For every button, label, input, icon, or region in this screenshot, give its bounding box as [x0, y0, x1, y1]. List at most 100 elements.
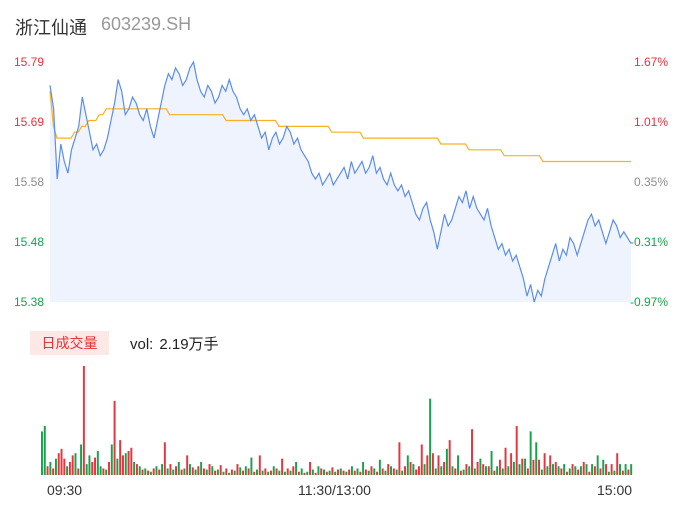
volume-bar [390, 466, 393, 475]
volume-bar [624, 464, 627, 475]
volume-bar [448, 440, 451, 475]
volume-bar [130, 447, 133, 475]
volume-bar [524, 458, 527, 475]
volume-bar [186, 455, 189, 475]
volume-bar [392, 468, 395, 475]
volume-bar [557, 466, 560, 475]
volume-bar [230, 469, 233, 475]
volume-bar [306, 471, 309, 475]
daily-volume-tab[interactable]: 日成交量 [30, 331, 109, 355]
y-tick-right: 1.01% [633, 115, 668, 129]
volume-bar [462, 469, 465, 475]
volume-bar [205, 469, 208, 475]
volume-bar [476, 461, 479, 475]
volume-bar [359, 471, 362, 475]
y-tick-right: 0.35% [633, 175, 668, 189]
volume-bar [593, 466, 596, 475]
volume-bar [189, 464, 191, 475]
volume-bar [429, 398, 432, 475]
volume-bar [423, 464, 426, 475]
volume-readout: vol: 2.19万手 [130, 333, 219, 354]
volume-bar [272, 466, 275, 475]
volume-bar [113, 400, 116, 475]
volume-bar [71, 455, 74, 475]
volume-bar [320, 468, 323, 475]
volume-bar [99, 466, 102, 475]
volume-bar [552, 464, 554, 475]
volume-bar [417, 466, 420, 475]
volume-bar [60, 448, 63, 475]
volume-bar [565, 471, 568, 475]
volume-bar [395, 469, 398, 475]
volume-bar [437, 455, 440, 475]
volume-bar [512, 461, 515, 475]
volume-bar [507, 466, 510, 475]
volume-bar [571, 464, 574, 475]
volume-bar [381, 468, 384, 475]
volume-bar [278, 470, 281, 475]
volume-bar [577, 469, 580, 475]
y-tick-left: 15.58 [14, 175, 45, 189]
volume-bar [236, 464, 239, 475]
volume-bar [219, 465, 222, 475]
volume-bar [74, 453, 77, 475]
volume-bar [94, 457, 97, 475]
x-tick-label: 11:30/13:00 [298, 482, 371, 498]
volume-bar [526, 468, 529, 475]
volume-bar [409, 461, 412, 475]
y-tick-left: 15.79 [14, 55, 45, 69]
volume-bar [68, 461, 71, 475]
volume-bar [457, 455, 460, 475]
volume-bar [532, 459, 535, 475]
y-tick-right: -0.31% [629, 235, 668, 249]
volume-bar [194, 469, 197, 475]
volume-bar [546, 466, 549, 475]
volume-bar [404, 466, 406, 475]
volume-bar [490, 451, 493, 475]
volume-bar [286, 468, 289, 475]
volume-bar [384, 470, 387, 475]
volume-bar [362, 461, 365, 475]
volume-bar [311, 469, 314, 475]
volume-bar [202, 468, 205, 475]
volume-bar [155, 466, 158, 475]
volume-bar [228, 472, 231, 475]
volume-bar [169, 464, 172, 475]
volume-bar [451, 466, 454, 475]
volume-bar [239, 467, 242, 475]
volume-bar [412, 464, 415, 475]
volume-bar [498, 459, 501, 475]
volume-bar [602, 459, 605, 475]
volume-bar [465, 464, 468, 475]
volume-bar [387, 464, 390, 475]
volume-bar [256, 469, 258, 475]
volume-bar [57, 453, 60, 475]
volume-bar [119, 440, 122, 475]
volume-bar [85, 464, 88, 475]
volume-bar [574, 466, 577, 475]
volume-bar [485, 466, 487, 475]
volume-bar [342, 470, 345, 475]
volume-bar [607, 471, 610, 475]
volume-bar [161, 464, 164, 475]
volume-bar [356, 468, 359, 475]
volume-bar [66, 466, 69, 475]
volume-bar [253, 471, 256, 475]
volume-bar [415, 469, 418, 475]
volume-bar [225, 468, 228, 475]
volume-bar [482, 464, 485, 475]
volume-bar [138, 466, 141, 475]
volume-bar [314, 472, 317, 475]
volume-bar [471, 429, 473, 475]
volume-bar [133, 461, 136, 475]
volume-bar [54, 458, 57, 475]
volume-bar [345, 471, 348, 475]
volume-bar [582, 461, 585, 475]
volume-bar [258, 455, 261, 475]
volume-bar [177, 461, 180, 475]
volume-bar [158, 469, 161, 475]
volume-bar [91, 461, 94, 475]
volume-bar [454, 468, 457, 475]
volume-bar [323, 469, 325, 475]
volume-bar [180, 469, 183, 475]
